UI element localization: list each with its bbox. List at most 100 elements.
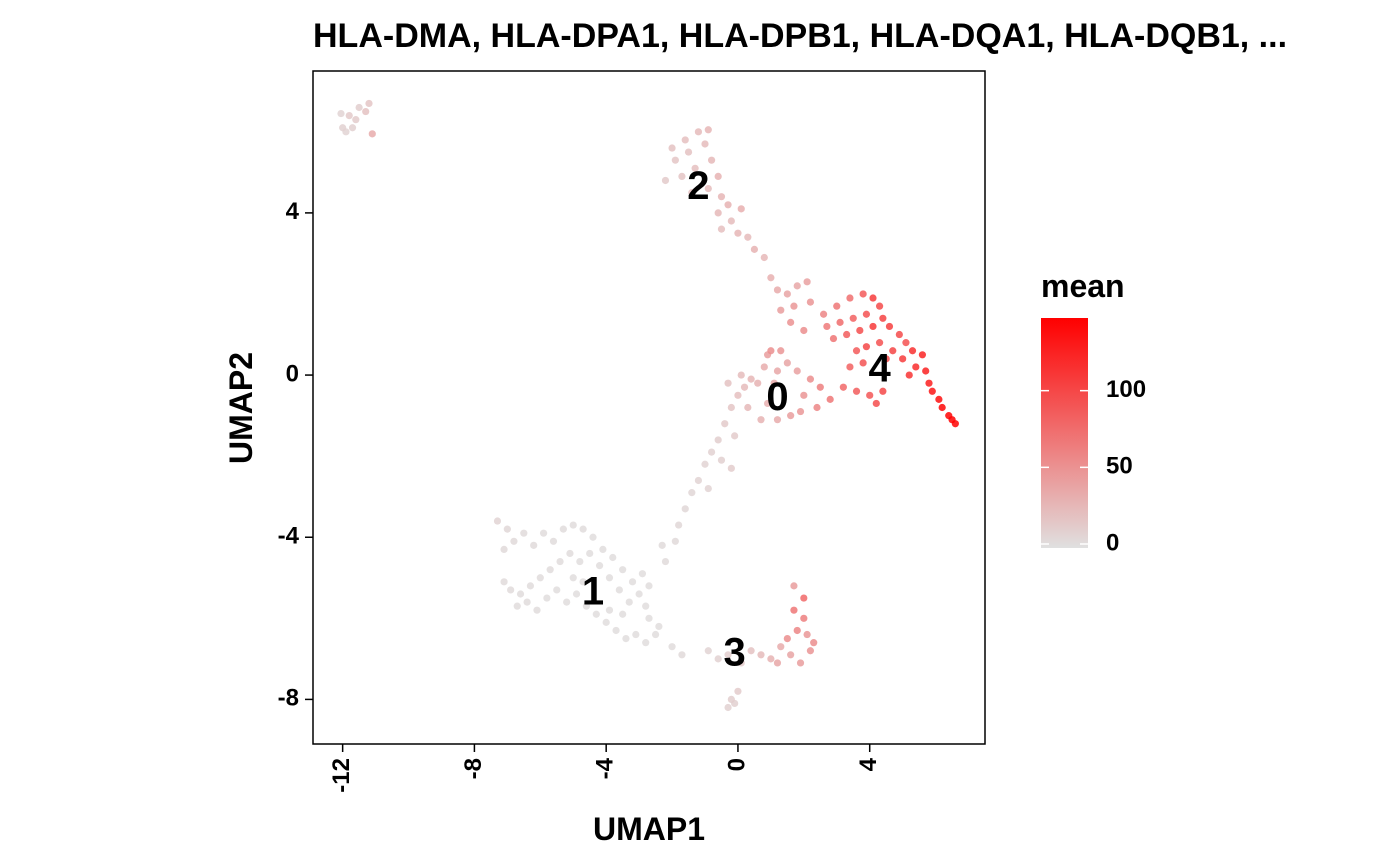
data-point — [516, 590, 525, 598]
data-point — [727, 217, 735, 225]
data-point — [586, 549, 594, 558]
data-point — [348, 124, 357, 132]
data-point — [642, 639, 650, 647]
color-legend: mean 0 50 100 — [1041, 268, 1146, 556]
data-point — [655, 622, 663, 631]
data-point — [737, 659, 745, 667]
data-point — [539, 529, 548, 537]
data-point — [899, 355, 907, 363]
data-point — [856, 326, 864, 335]
data-point — [908, 347, 917, 355]
data-point — [605, 606, 614, 614]
data-point — [355, 103, 363, 112]
data-point — [721, 420, 729, 428]
data-point — [773, 416, 782, 424]
data-point — [714, 655, 722, 663]
cluster-label: 0 — [766, 375, 788, 419]
data-point — [938, 403, 946, 412]
data-point — [767, 347, 775, 355]
data-point — [572, 590, 581, 598]
data-point — [503, 525, 511, 533]
data-point — [793, 367, 801, 375]
cluster-label: 1 — [582, 570, 604, 614]
data-point — [852, 347, 861, 355]
data-point — [806, 647, 815, 655]
data-point — [727, 695, 735, 704]
data-point — [885, 322, 894, 331]
data-point — [747, 647, 755, 655]
data-point — [707, 448, 716, 456]
data-point — [734, 391, 742, 399]
data-point — [671, 537, 679, 545]
data-point — [770, 379, 778, 387]
data-point — [760, 363, 768, 371]
data-point — [714, 209, 722, 217]
x-tick-label: -12 — [328, 758, 355, 793]
data-point — [599, 545, 607, 553]
data-point — [905, 371, 913, 379]
data-point — [783, 290, 791, 298]
data-point — [882, 355, 890, 363]
data-point — [638, 570, 647, 578]
data-point — [724, 703, 732, 712]
data-point — [579, 578, 587, 586]
data-point — [625, 598, 633, 606]
data-point — [935, 395, 943, 403]
data-point — [681, 505, 689, 513]
data-point — [592, 610, 600, 618]
x-tick-label: 4 — [855, 757, 882, 771]
data-point — [582, 602, 591, 610]
data-point — [559, 525, 567, 533]
data-point — [510, 537, 518, 545]
data-point — [365, 99, 373, 108]
data-point — [902, 339, 910, 347]
data-point — [612, 626, 620, 635]
legend-tick-label: 100 — [1106, 376, 1146, 403]
data-point — [536, 574, 544, 582]
data-point — [724, 201, 732, 209]
data-point — [704, 647, 712, 655]
data-point — [337, 109, 345, 118]
data-point — [661, 176, 670, 185]
data-point — [345, 111, 353, 120]
data-point — [609, 553, 617, 562]
data-point — [701, 140, 709, 148]
data-point — [619, 610, 627, 618]
data-point — [642, 602, 650, 610]
data-point — [846, 294, 854, 302]
data-point — [493, 517, 502, 525]
data-point — [678, 172, 686, 181]
data-point — [622, 634, 630, 643]
data-point — [744, 403, 752, 412]
data-point — [787, 318, 795, 326]
data-point — [675, 521, 683, 529]
data-point — [533, 606, 541, 614]
data-point — [922, 367, 930, 375]
data-point — [846, 363, 854, 371]
data-point — [826, 395, 834, 403]
data-point — [543, 594, 551, 602]
data-point — [566, 549, 574, 558]
data-point — [859, 359, 867, 367]
data-point — [777, 643, 785, 651]
data-point — [750, 245, 759, 253]
data-point — [740, 383, 749, 391]
data-point — [816, 383, 824, 391]
data-point — [727, 464, 735, 472]
data-point — [530, 541, 538, 549]
data-point — [546, 566, 554, 574]
data-point — [714, 436, 722, 444]
data-point — [500, 578, 508, 586]
legend-ticks: 0 50 100 — [1041, 376, 1146, 556]
data-point — [694, 128, 703, 136]
data-point — [875, 302, 884, 310]
data-point — [800, 391, 808, 399]
data-point — [796, 659, 805, 667]
y-tick-label: 4 — [286, 198, 300, 225]
data-point — [783, 634, 791, 643]
data-point — [777, 347, 785, 355]
data-point — [918, 351, 927, 359]
data-point — [806, 298, 815, 306]
data-point — [800, 326, 808, 335]
